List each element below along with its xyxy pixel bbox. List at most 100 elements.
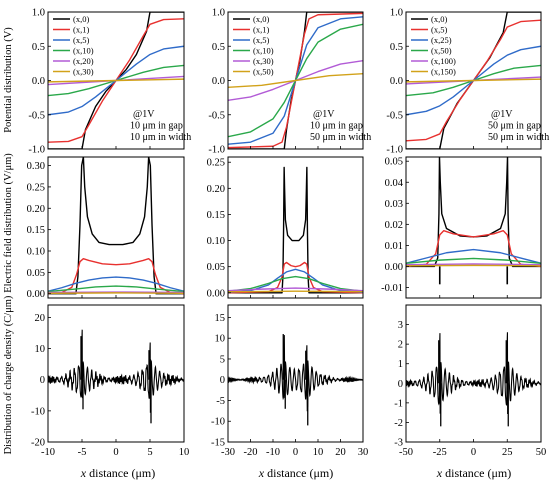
y-tick-label: 0.30 (27, 161, 45, 172)
plot-area (48, 12, 184, 149)
x-axis-label-col1: x distance (μm) (258, 466, 333, 480)
y-tick-label: 0.00 (27, 289, 45, 300)
series-line-x150 (406, 78, 541, 83)
legend-entry: (x,1) (253, 25, 269, 35)
y-tick-label: -2 (394, 418, 403, 429)
y-tick-label: -0.01 (381, 283, 403, 294)
series-line-x1 (48, 257, 184, 295)
legend-entry: (x,0) (253, 14, 269, 24)
y-tick-label: 1.0 (212, 8, 225, 19)
x-tick-label: 30 (358, 447, 369, 458)
x-tick-label: -25 (433, 447, 447, 458)
legend-entry: (x,100) (431, 56, 456, 66)
annotation-line: 50 μm in width (310, 132, 371, 143)
plot-frame (227, 304, 364, 443)
y-tick-label: 0.05 (207, 262, 225, 273)
y-tick-label: 20 (35, 313, 46, 324)
y-tick-label: 0.05 (27, 268, 45, 279)
x-tick-label: -50 (399, 447, 413, 458)
y-tick-label: -20 (31, 438, 45, 449)
legend-entry: (x,50) (253, 67, 274, 77)
plot-area (228, 334, 363, 426)
y-tick-label: 1 (398, 359, 403, 370)
y-tick-label: -1.0 (386, 145, 403, 156)
annotation-line: 10 μm in gap (310, 121, 363, 132)
x-tick-label: 20 (335, 447, 346, 458)
legend: (x,0)(x,5)(x,25)(x,50)(x,100)(x,150) (411, 14, 456, 77)
series-line-x1 (228, 261, 363, 294)
x-tick-label: 5 (147, 447, 152, 458)
x-axis-label-col2: x distance (μm) (436, 466, 511, 480)
y-tick-label: 0.25 (207, 158, 225, 169)
y-tick-label: 0.01 (385, 241, 403, 252)
y-tick-label: -1 (394, 398, 403, 409)
subplot-grid: -1.0-0.50.00.51.0(x,0)(x,1)(x,5)(x,10)(x… (27, 8, 550, 459)
x-tick-label: -30 (221, 447, 235, 458)
y-tick-label: 0.03 (385, 199, 403, 210)
row-label-efield: Electric field distribution (V/μm) (3, 153, 14, 293)
y-tick-label: -1.0 (208, 145, 225, 156)
x-tick-label: 10 (179, 447, 190, 458)
plot-area (228, 12, 363, 149)
plot-area (406, 157, 541, 285)
annotation-line: 50 μm in gap (488, 121, 541, 132)
subplot-charge-1: -15 -10 -5 0 5 10 15 -30 -20 -10 0 10 20 30 (211, 304, 369, 458)
annotation-line: @1V (133, 109, 155, 120)
x-tick-label: 0 (471, 447, 476, 458)
y-tick-label: -15 (211, 438, 225, 449)
y-tick-label: 5 (220, 354, 225, 365)
subplot-efield-0: 0.00 0.05 0.10 0.15 0.20 0.25 0.30 (27, 156, 185, 300)
y-tick-label: -0.5 (386, 110, 403, 121)
series-line-x30 (228, 287, 363, 292)
plot-area (48, 157, 184, 295)
x-tick-label: 0 (113, 447, 118, 458)
plot-area (406, 332, 541, 427)
y-tick-label: 0.02 (385, 220, 403, 231)
annotation-line: @1V (313, 109, 335, 120)
subplot-efield-1: 0.00 0.05 0.10 0.15 0.20 0.25 (207, 156, 364, 299)
x-tick-label: -5 (78, 447, 87, 458)
y-tick-label: -1.0 (28, 145, 45, 156)
annotation-line: @1V (491, 109, 513, 120)
series-line-x5 (48, 276, 184, 292)
y-tick-label: -5 (216, 396, 225, 407)
y-tick-label: 0.0 (212, 76, 225, 87)
legend-entry: (x,30) (253, 56, 274, 66)
row-label-charge: Distribution of charge density (C/μm) (3, 295, 14, 454)
y-tick-label: 0.0 (32, 76, 45, 87)
x-tick-label: 0 (293, 447, 298, 458)
legend-entry: (x,30) (73, 67, 94, 77)
y-tick-label: 0.10 (27, 247, 45, 258)
series-line-x10 (48, 285, 184, 293)
x-tick-label: 25 (502, 447, 513, 458)
legend-entry: (x,10) (73, 46, 94, 56)
y-tick-label: 0.20 (27, 204, 45, 215)
subplot-efield-2: -0.01 0.00 0.01 0.02 0.03 0.04 0.05 (381, 156, 542, 299)
series-line-x100 (406, 263, 541, 266)
legend: (x,0)(x,1)(x,5)(x,10)(x,30)(x,50) (233, 14, 274, 77)
series-line-x50 (228, 290, 363, 293)
plot-area (48, 329, 184, 424)
y-tick-label: 15 (215, 313, 226, 324)
x-axis-label-col0: x distance (μm) (80, 466, 155, 480)
legend-entry: (x,10) (253, 46, 274, 56)
plot-area (228, 166, 363, 294)
series-line-x25 (406, 248, 541, 264)
legend-entry: (x,50) (431, 46, 452, 56)
y-tick-label: 0.20 (207, 184, 225, 195)
series-line-x10 (228, 275, 363, 292)
y-tick-label: 0.25 (27, 182, 45, 193)
y-tick-label: 0.04 (385, 178, 404, 189)
series-line-x0 (228, 166, 363, 294)
annotation-line: 50 μm in width (488, 132, 549, 143)
annotation-line: 10 μm in gap (130, 121, 183, 132)
y-tick-label: 0 (220, 375, 225, 386)
x-tick-label: -10 (266, 447, 280, 458)
plot-frame (405, 156, 542, 299)
y-tick-label: 0.10 (207, 236, 225, 247)
